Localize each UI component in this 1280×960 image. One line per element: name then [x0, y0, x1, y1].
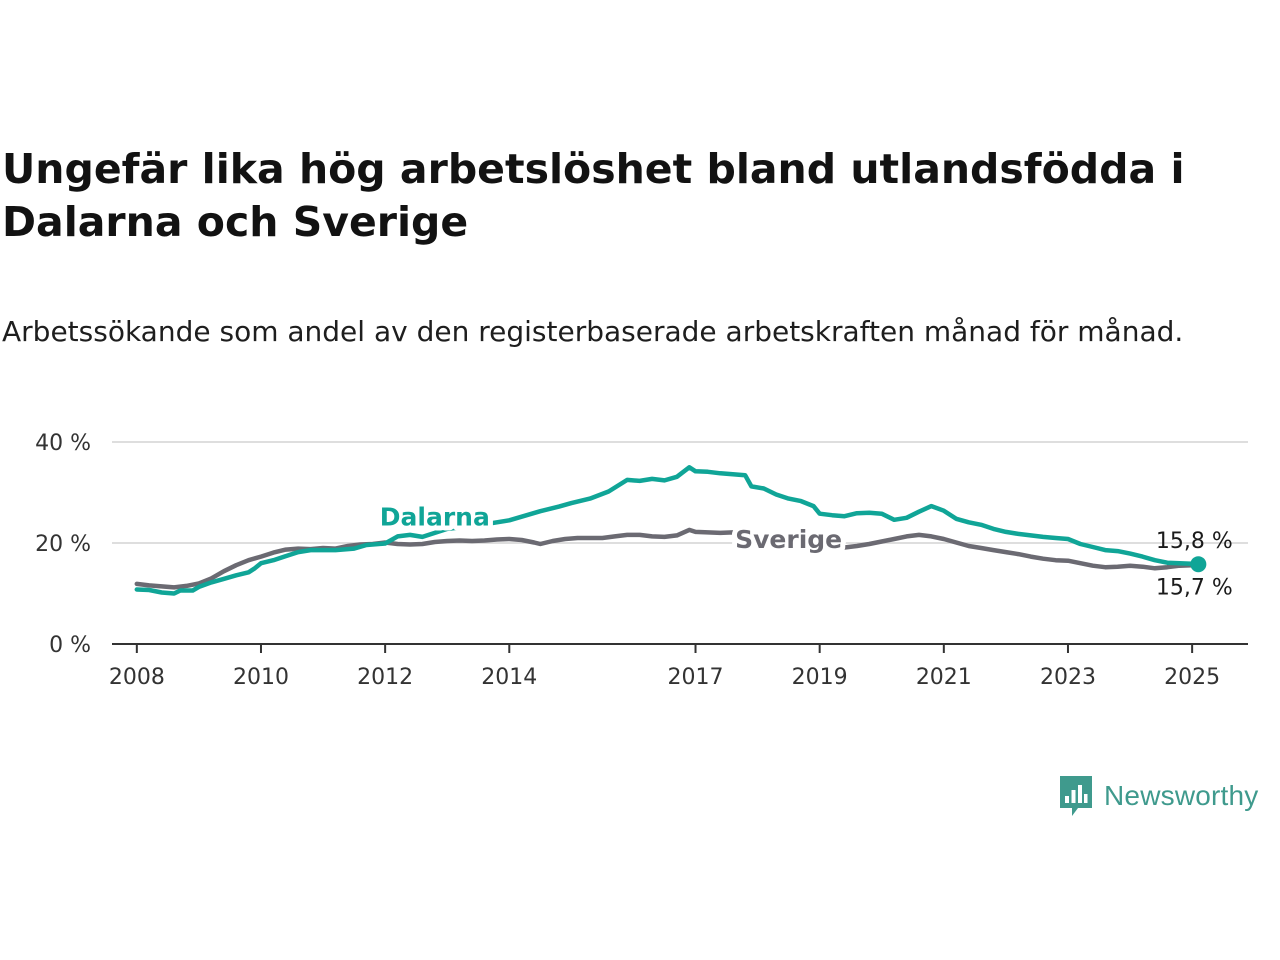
newsworthy-logo-text: Newsworthy: [1104, 780, 1259, 811]
gridlines: [112, 441, 1248, 544]
x-tick-label: 2008: [109, 665, 165, 690]
x-tick-label: 2012: [357, 665, 413, 690]
y-tick-label: 40 %: [35, 431, 91, 456]
series-line-dalarna: [134, 465, 1201, 596]
axes: 0 % 20 % 40 % 2008 2010 2012 2014 2017 2019 2021 2…: [35, 431, 1248, 690]
series-label-halo: Sverige: [735, 525, 842, 554]
y-tick-label: 0 %: [49, 633, 91, 658]
series-lines: [134, 465, 1207, 596]
y-tick-label: 20 %: [35, 532, 91, 557]
x-tick-label: 2021: [916, 665, 972, 690]
x-tick-label: 2023: [1040, 665, 1096, 690]
series-end-point-dalarna: [1190, 556, 1207, 573]
x-tick-label: 2019: [792, 665, 848, 690]
chart-subtitle: Arbetssökande som andel av den registerb…: [2, 315, 1184, 348]
series-label-halo: Dalarna: [380, 502, 490, 531]
x-tick-label: 2025: [1164, 665, 1220, 690]
series-label-dalarna: Dalarna: [380, 502, 490, 531]
newsworthy-logo: Newsworthy: [1058, 774, 1258, 818]
x-tick-label: 2014: [481, 665, 537, 690]
x-tick-label: 2017: [668, 665, 724, 690]
end-value-label-dalarna: 15,8 %: [1156, 529, 1233, 554]
newsworthy-logo-icon: [1060, 776, 1092, 816]
x-tick-label: 2010: [233, 665, 289, 690]
chart-title: Ungefär lika hög arbetslöshet bland utla…: [2, 145, 1185, 246]
series-label-sverige: Sverige: [735, 525, 842, 554]
end-value-label-sverige: 15,7 %: [1156, 576, 1233, 601]
